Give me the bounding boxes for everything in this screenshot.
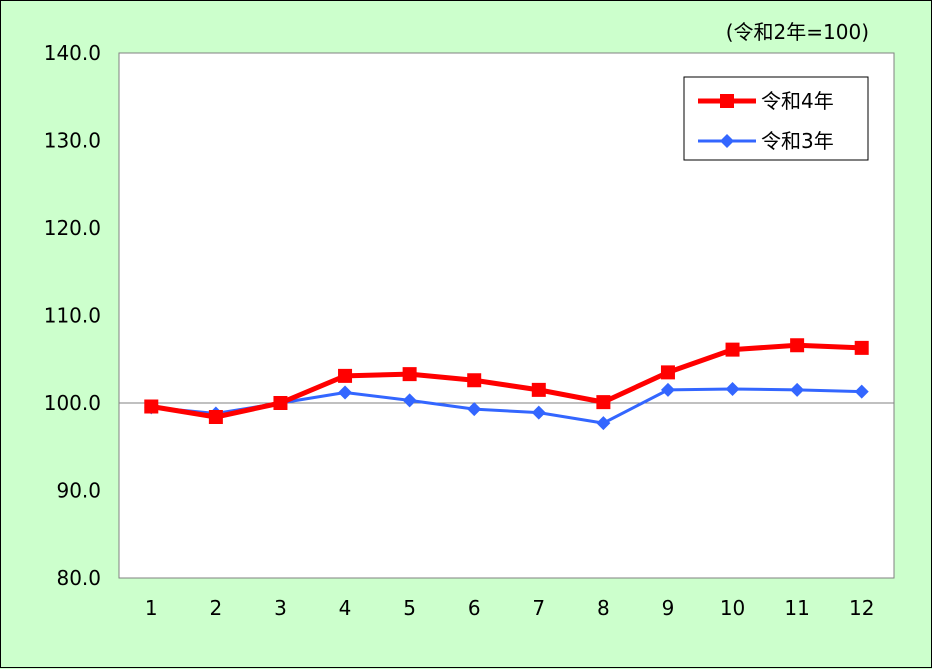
data-point [402,367,417,382]
data-point [467,373,482,388]
data-point [854,340,869,355]
data-point [273,396,288,410]
data-point [660,365,675,380]
x-tick-label: 11 [784,596,809,620]
y-tick-label: 120.0 [44,216,101,240]
x-tick-label: 2 [210,596,223,620]
series-1 [144,338,869,424]
y-tick-label: 100.0 [44,391,101,415]
x-axis-ticks: 1 2 3 4 5 6 7 8 9 10 11 12 [145,596,875,620]
x-tick-label: 8 [597,596,610,620]
legend-label: 令和3年 [761,129,834,153]
data-point [725,342,740,357]
legend-marker [720,94,734,108]
data-point [144,399,159,414]
x-tick-label: 4 [339,596,352,620]
y-tick-label: 130.0 [44,129,101,153]
y-tick-label: 110.0 [44,304,101,328]
x-tick-label: 9 [662,596,675,620]
data-point [402,393,417,408]
data-point [338,385,353,400]
x-tick-label: 6 [468,596,481,620]
y-tick-label: 90.0 [56,479,101,503]
legend-box [683,76,869,161]
x-tick-label: 3 [274,596,287,620]
data-point [596,416,611,431]
series-layer [144,338,869,431]
data-point [790,338,805,353]
data-point [660,382,675,397]
y-tick-label: 80.0 [56,566,101,590]
legend-label: 令和4年 [761,89,834,113]
y-axis-ticks: 140.0 130.0 120.0 110.0 100.0 90.0 80.0 [44,41,101,590]
data-point [854,384,869,399]
unit-note: (令和2年=100) [726,20,869,44]
legend-item: 令和4年 [698,89,834,113]
data-point [725,382,740,396]
data-point [338,368,353,383]
data-point [790,382,805,397]
x-tick-label: 10 [720,596,745,620]
x-tick-label: 7 [532,596,545,620]
x-tick-label: 5 [403,596,416,620]
x-tick-label: 1 [145,596,158,620]
data-point [467,402,482,417]
data-point [208,410,223,424]
data-point [531,382,546,397]
data-point [531,405,546,420]
legend-item: 令和3年 [698,129,834,153]
y-tick-label: 140.0 [44,41,101,65]
series-line [150,342,862,420]
x-tick-label: 12 [849,596,874,620]
legend-marker [720,134,734,148]
data-point [596,395,611,410]
